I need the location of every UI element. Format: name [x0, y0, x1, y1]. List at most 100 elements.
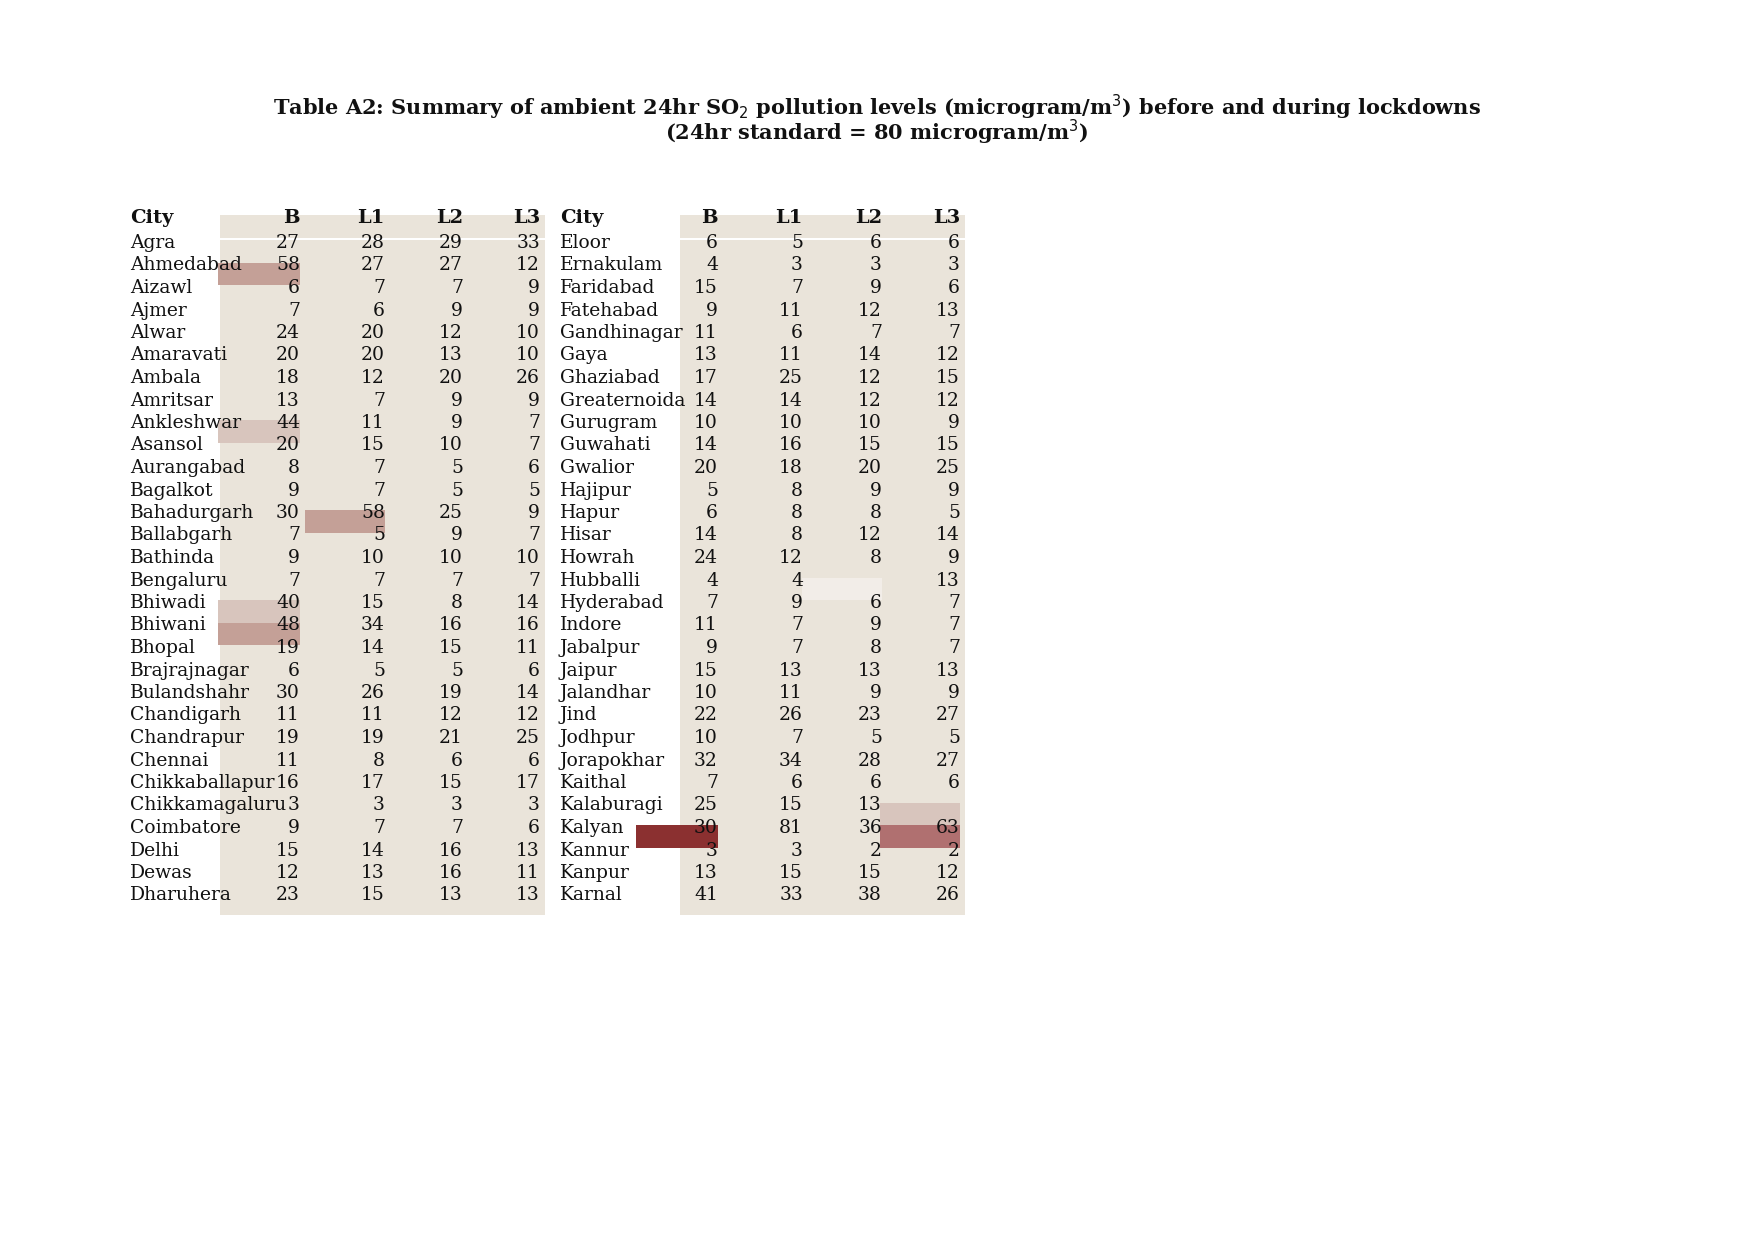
- Text: 12: 12: [936, 392, 961, 409]
- Bar: [680, 241, 964, 263]
- Bar: [219, 465, 545, 487]
- Text: 7: 7: [287, 301, 300, 320]
- Text: 29: 29: [438, 234, 463, 252]
- Text: (24hr standard = 80 microgram/m$^3$): (24hr standard = 80 microgram/m$^3$): [664, 118, 1089, 146]
- Text: 9: 9: [528, 301, 540, 320]
- Text: 24: 24: [275, 324, 300, 342]
- Text: 36: 36: [859, 818, 882, 837]
- Text: 9: 9: [451, 527, 463, 544]
- Bar: [219, 713, 545, 735]
- Text: Faridabad: Faridabad: [559, 279, 656, 298]
- Text: Chennai: Chennai: [130, 751, 209, 770]
- Bar: [219, 487, 545, 510]
- Bar: [217, 420, 300, 443]
- Text: 7: 7: [791, 639, 803, 657]
- Text: 26: 26: [515, 370, 540, 387]
- Text: 25: 25: [438, 503, 463, 522]
- Text: Alwar: Alwar: [130, 324, 186, 342]
- Text: Jind: Jind: [559, 707, 598, 724]
- Text: 11: 11: [361, 707, 386, 724]
- Text: 9: 9: [948, 481, 961, 500]
- Text: 16: 16: [440, 616, 463, 635]
- Text: Kalaburagi: Kalaburagi: [559, 796, 664, 815]
- Bar: [680, 510, 964, 532]
- Text: 10: 10: [515, 549, 540, 567]
- Text: 18: 18: [778, 459, 803, 477]
- Text: Ahmedabad: Ahmedabad: [130, 257, 242, 274]
- Text: 6: 6: [791, 774, 803, 792]
- Text: 9: 9: [451, 414, 463, 432]
- Text: 13: 13: [515, 887, 540, 904]
- Text: 7: 7: [706, 594, 719, 613]
- Text: 12: 12: [438, 707, 463, 724]
- Text: 81: 81: [778, 818, 803, 837]
- Text: 38: 38: [859, 887, 882, 904]
- Text: 5: 5: [869, 729, 882, 746]
- Text: Bhiwadi: Bhiwadi: [130, 594, 207, 613]
- Text: 22: 22: [694, 707, 719, 724]
- Text: 17: 17: [361, 774, 386, 792]
- Text: 3: 3: [791, 257, 803, 274]
- Bar: [219, 780, 545, 802]
- Text: 16: 16: [440, 864, 463, 882]
- Text: 6: 6: [528, 818, 540, 837]
- Text: 10: 10: [361, 549, 386, 567]
- Bar: [680, 420, 964, 443]
- Text: 27: 27: [936, 707, 961, 724]
- Text: Bulandshahr: Bulandshahr: [130, 684, 251, 702]
- Bar: [219, 443, 545, 465]
- Text: 6: 6: [791, 324, 803, 342]
- Text: 11: 11: [694, 616, 719, 635]
- Bar: [680, 487, 964, 510]
- Text: 14: 14: [778, 392, 803, 409]
- Text: 41: 41: [694, 887, 719, 904]
- Text: 10: 10: [694, 684, 719, 702]
- Text: 12: 12: [515, 707, 540, 724]
- Text: 12: 12: [936, 864, 961, 882]
- Text: Jorapokhar: Jorapokhar: [559, 751, 664, 770]
- Text: L2: L2: [436, 210, 463, 227]
- Text: 15: 15: [936, 436, 961, 455]
- Text: 5: 5: [451, 481, 463, 500]
- Text: Hajipur: Hajipur: [559, 481, 631, 500]
- Text: 18: 18: [277, 370, 300, 387]
- Text: 11: 11: [277, 707, 300, 724]
- Bar: [219, 241, 545, 263]
- Text: 48: 48: [275, 616, 300, 635]
- Text: 9: 9: [528, 503, 540, 522]
- Bar: [219, 556, 545, 578]
- Text: 24: 24: [694, 549, 719, 567]
- Text: 3: 3: [451, 796, 463, 815]
- Text: 10: 10: [438, 549, 463, 567]
- Text: 15: 15: [778, 864, 803, 882]
- Text: 15: 15: [778, 796, 803, 815]
- Text: 8: 8: [287, 459, 300, 477]
- Bar: [305, 510, 386, 532]
- Text: 10: 10: [694, 414, 719, 432]
- Text: 5: 5: [948, 729, 961, 746]
- Text: 7: 7: [948, 594, 961, 613]
- Text: Bhopal: Bhopal: [130, 639, 196, 657]
- Text: 27: 27: [438, 257, 463, 274]
- Text: 3: 3: [528, 796, 540, 815]
- Text: 19: 19: [440, 684, 463, 702]
- Bar: [680, 780, 964, 802]
- Text: Jaipur: Jaipur: [559, 661, 617, 680]
- Text: 8: 8: [869, 639, 882, 657]
- Text: Jabalpur: Jabalpur: [559, 639, 640, 657]
- Text: 17: 17: [694, 370, 719, 387]
- Text: 6: 6: [948, 774, 961, 792]
- Text: 6: 6: [869, 594, 882, 613]
- Text: 7: 7: [287, 527, 300, 544]
- Bar: [803, 578, 882, 600]
- Text: 15: 15: [277, 842, 300, 859]
- Text: 7: 7: [948, 639, 961, 657]
- Bar: [680, 263, 964, 285]
- Text: 5: 5: [791, 234, 803, 252]
- Text: 11: 11: [694, 324, 719, 342]
- Text: Jalandhar: Jalandhar: [559, 684, 652, 702]
- Text: Brajrajnagar: Brajrajnagar: [130, 661, 249, 680]
- Text: 14: 14: [859, 346, 882, 365]
- Text: 12: 12: [859, 392, 882, 409]
- Text: 9: 9: [791, 594, 803, 613]
